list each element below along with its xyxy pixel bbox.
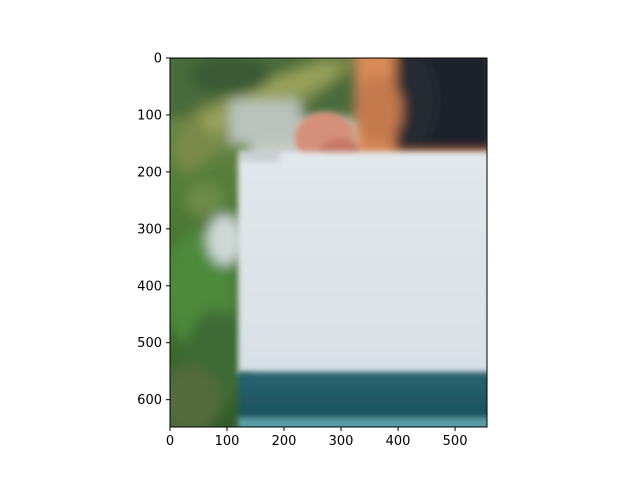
paper-sheet (238, 150, 487, 374)
y-tick-label: 200 (137, 165, 162, 180)
x-tick-label: 200 (272, 434, 297, 449)
y-axis: 0 100 200 300 400 500 600 (137, 52, 170, 408)
y-tick-label: 500 (137, 336, 162, 351)
y-tick-label: 0 (154, 52, 162, 67)
y-tick-label: 300 (137, 222, 162, 237)
tree-branch (170, 58, 370, 175)
y-tick-label: 400 (137, 279, 162, 294)
y-tick-label: 100 (137, 108, 162, 123)
axes-frame (169, 57, 488, 428)
person-region (354, 58, 487, 158)
x-tick-label: 400 (386, 434, 411, 449)
y-tick-label: 600 (137, 393, 162, 408)
x-axis: 0 100 200 300 400 500 (166, 427, 468, 449)
teal-band (238, 372, 487, 427)
x-tick-label: 500 (443, 434, 468, 449)
x-tick-label: 0 (166, 434, 174, 449)
x-tick-label: 100 (215, 434, 240, 449)
x-tick-label: 300 (329, 434, 354, 449)
photo-image (170, 58, 487, 427)
